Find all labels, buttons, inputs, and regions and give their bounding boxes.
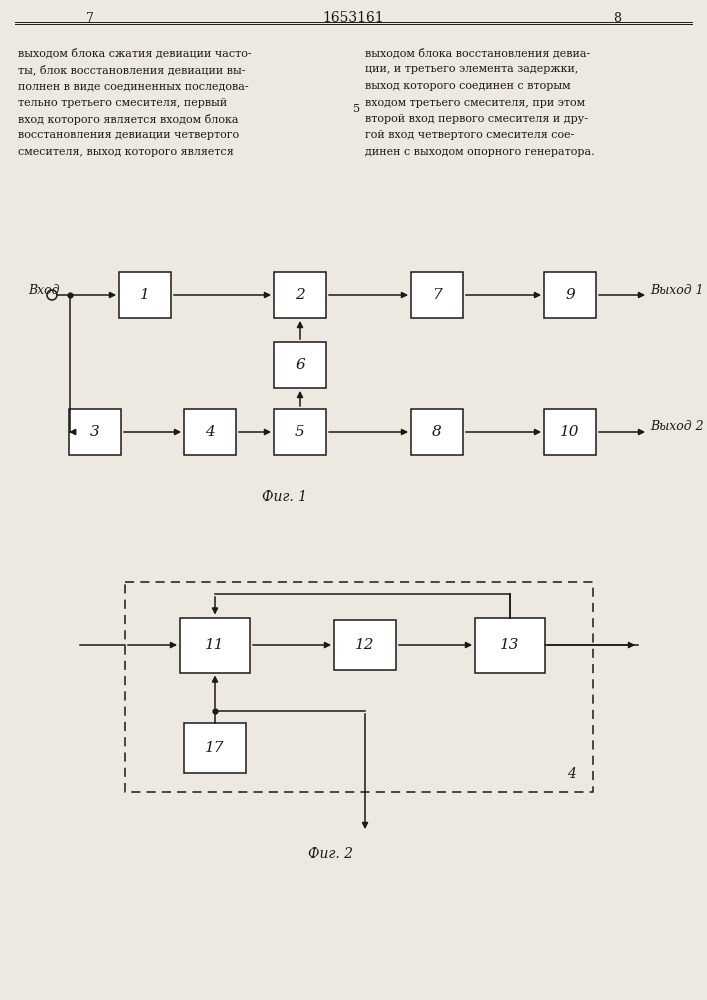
- Text: 4: 4: [566, 767, 575, 781]
- Text: Выход 1: Выход 1: [650, 284, 703, 296]
- Bar: [119, 272, 171, 318]
- Text: входом третьего смесителя, при этом: входом третьего смесителя, при этом: [365, 98, 585, 107]
- Text: вход которого является входом блока: вход которого является входом блока: [18, 114, 238, 125]
- Text: восстановления девиации четвертого: восстановления девиации четвертого: [18, 130, 239, 140]
- Bar: [274, 409, 326, 455]
- Text: Фиг. 2: Фиг. 2: [308, 847, 353, 861]
- Text: 9: 9: [565, 288, 575, 302]
- Bar: [125, 582, 593, 792]
- Text: выходом блока сжатия девиации часто-: выходом блока сжатия девиации часто-: [18, 48, 252, 59]
- Bar: [475, 617, 545, 672]
- Text: выход которого соединен с вторым: выход которого соединен с вторым: [365, 81, 571, 91]
- Text: 13: 13: [501, 638, 520, 652]
- Text: 11: 11: [205, 638, 225, 652]
- Bar: [334, 620, 396, 670]
- Text: смесителя, выход которого является: смесителя, выход которого является: [18, 147, 234, 157]
- Text: 8: 8: [613, 11, 621, 24]
- Text: Выход 2: Выход 2: [650, 420, 703, 434]
- Text: Фиг. 1: Фиг. 1: [262, 490, 308, 504]
- Bar: [411, 409, 463, 455]
- Bar: [184, 723, 246, 773]
- Bar: [274, 272, 326, 318]
- Text: 10: 10: [560, 425, 580, 439]
- Text: выходом блока восстановления девиа-: выходом блока восстановления девиа-: [365, 48, 590, 59]
- Text: второй вход первого смесителя и дру-: второй вход первого смесителя и дру-: [365, 114, 588, 124]
- Text: 4: 4: [205, 425, 215, 439]
- Text: 1: 1: [140, 288, 150, 302]
- Text: 17: 17: [205, 741, 225, 755]
- Text: 6: 6: [295, 358, 305, 372]
- Text: 1653161: 1653161: [322, 11, 384, 25]
- Text: ции, и третьего элемента задержки,: ции, и третьего элемента задержки,: [365, 64, 578, 75]
- Text: полнен в виде соединенных последова-: полнен в виде соединенных последова-: [18, 81, 249, 91]
- Text: динен с выходом опорного генератора.: динен с выходом опорного генератора.: [365, 147, 595, 157]
- Bar: [69, 409, 121, 455]
- Text: гой вход четвертого смесителя сое-: гой вход четвертого смесителя сое-: [365, 130, 574, 140]
- Text: 7: 7: [432, 288, 442, 302]
- Text: ты, блок восстановления девиации вы-: ты, блок восстановления девиации вы-: [18, 64, 245, 75]
- Bar: [274, 342, 326, 388]
- Bar: [411, 272, 463, 318]
- Text: 5: 5: [354, 104, 361, 113]
- Text: 2: 2: [295, 288, 305, 302]
- Text: 7: 7: [86, 11, 94, 24]
- Text: 8: 8: [432, 425, 442, 439]
- Text: 5: 5: [295, 425, 305, 439]
- Text: тельно третьего смесителя, первый: тельно третьего смесителя, первый: [18, 98, 227, 107]
- Text: Вход: Вход: [28, 284, 59, 296]
- Text: 3: 3: [90, 425, 100, 439]
- Bar: [184, 409, 236, 455]
- Bar: [180, 617, 250, 672]
- Bar: [544, 409, 596, 455]
- Text: 12: 12: [355, 638, 375, 652]
- Bar: [544, 272, 596, 318]
